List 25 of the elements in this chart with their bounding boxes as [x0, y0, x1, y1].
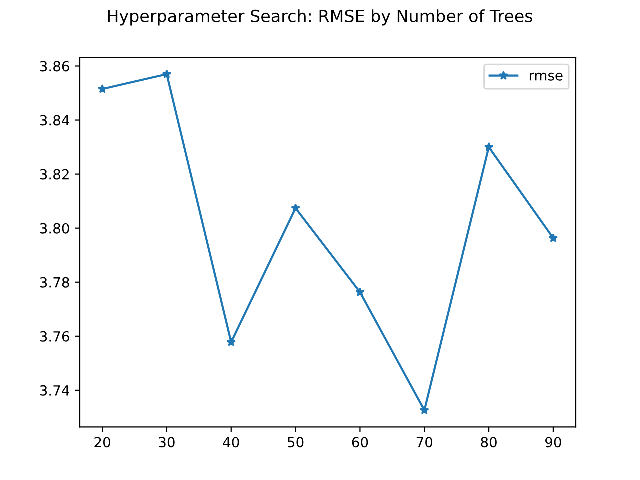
x-tick-label: 30	[159, 437, 175, 448]
chart-title: Hyperparameter Search: RMSE by Number of Trees	[108, 10, 533, 26]
y-tick-label: 3.84	[40, 115, 70, 126]
point	[291, 203, 300, 212]
y-tick-label: 3.76	[40, 331, 70, 342]
point	[226, 338, 236, 346]
y-tick-label: 3.80	[40, 223, 70, 234]
legend-label: rmse	[530, 72, 563, 81]
point	[98, 84, 108, 94]
x-tick-label: 70	[416, 437, 433, 448]
point	[548, 233, 558, 242]
y-tick-label: 3.74	[40, 385, 70, 396]
x-tick-label: 20	[94, 437, 110, 448]
y-tick-label: 3.78	[40, 277, 70, 288]
point	[356, 288, 365, 296]
point	[420, 406, 430, 415]
point	[162, 69, 172, 78]
x-tick-label: 60	[352, 437, 368, 448]
x-tick-label: 50	[288, 437, 304, 448]
y-tick-label: 3.82	[40, 169, 69, 180]
y-tick-label: 3.86	[40, 61, 70, 72]
x-tick-label: 80	[481, 437, 497, 448]
x-tick-label: 40	[223, 437, 240, 448]
point	[484, 142, 494, 152]
x-tick-label: 90	[545, 437, 562, 448]
